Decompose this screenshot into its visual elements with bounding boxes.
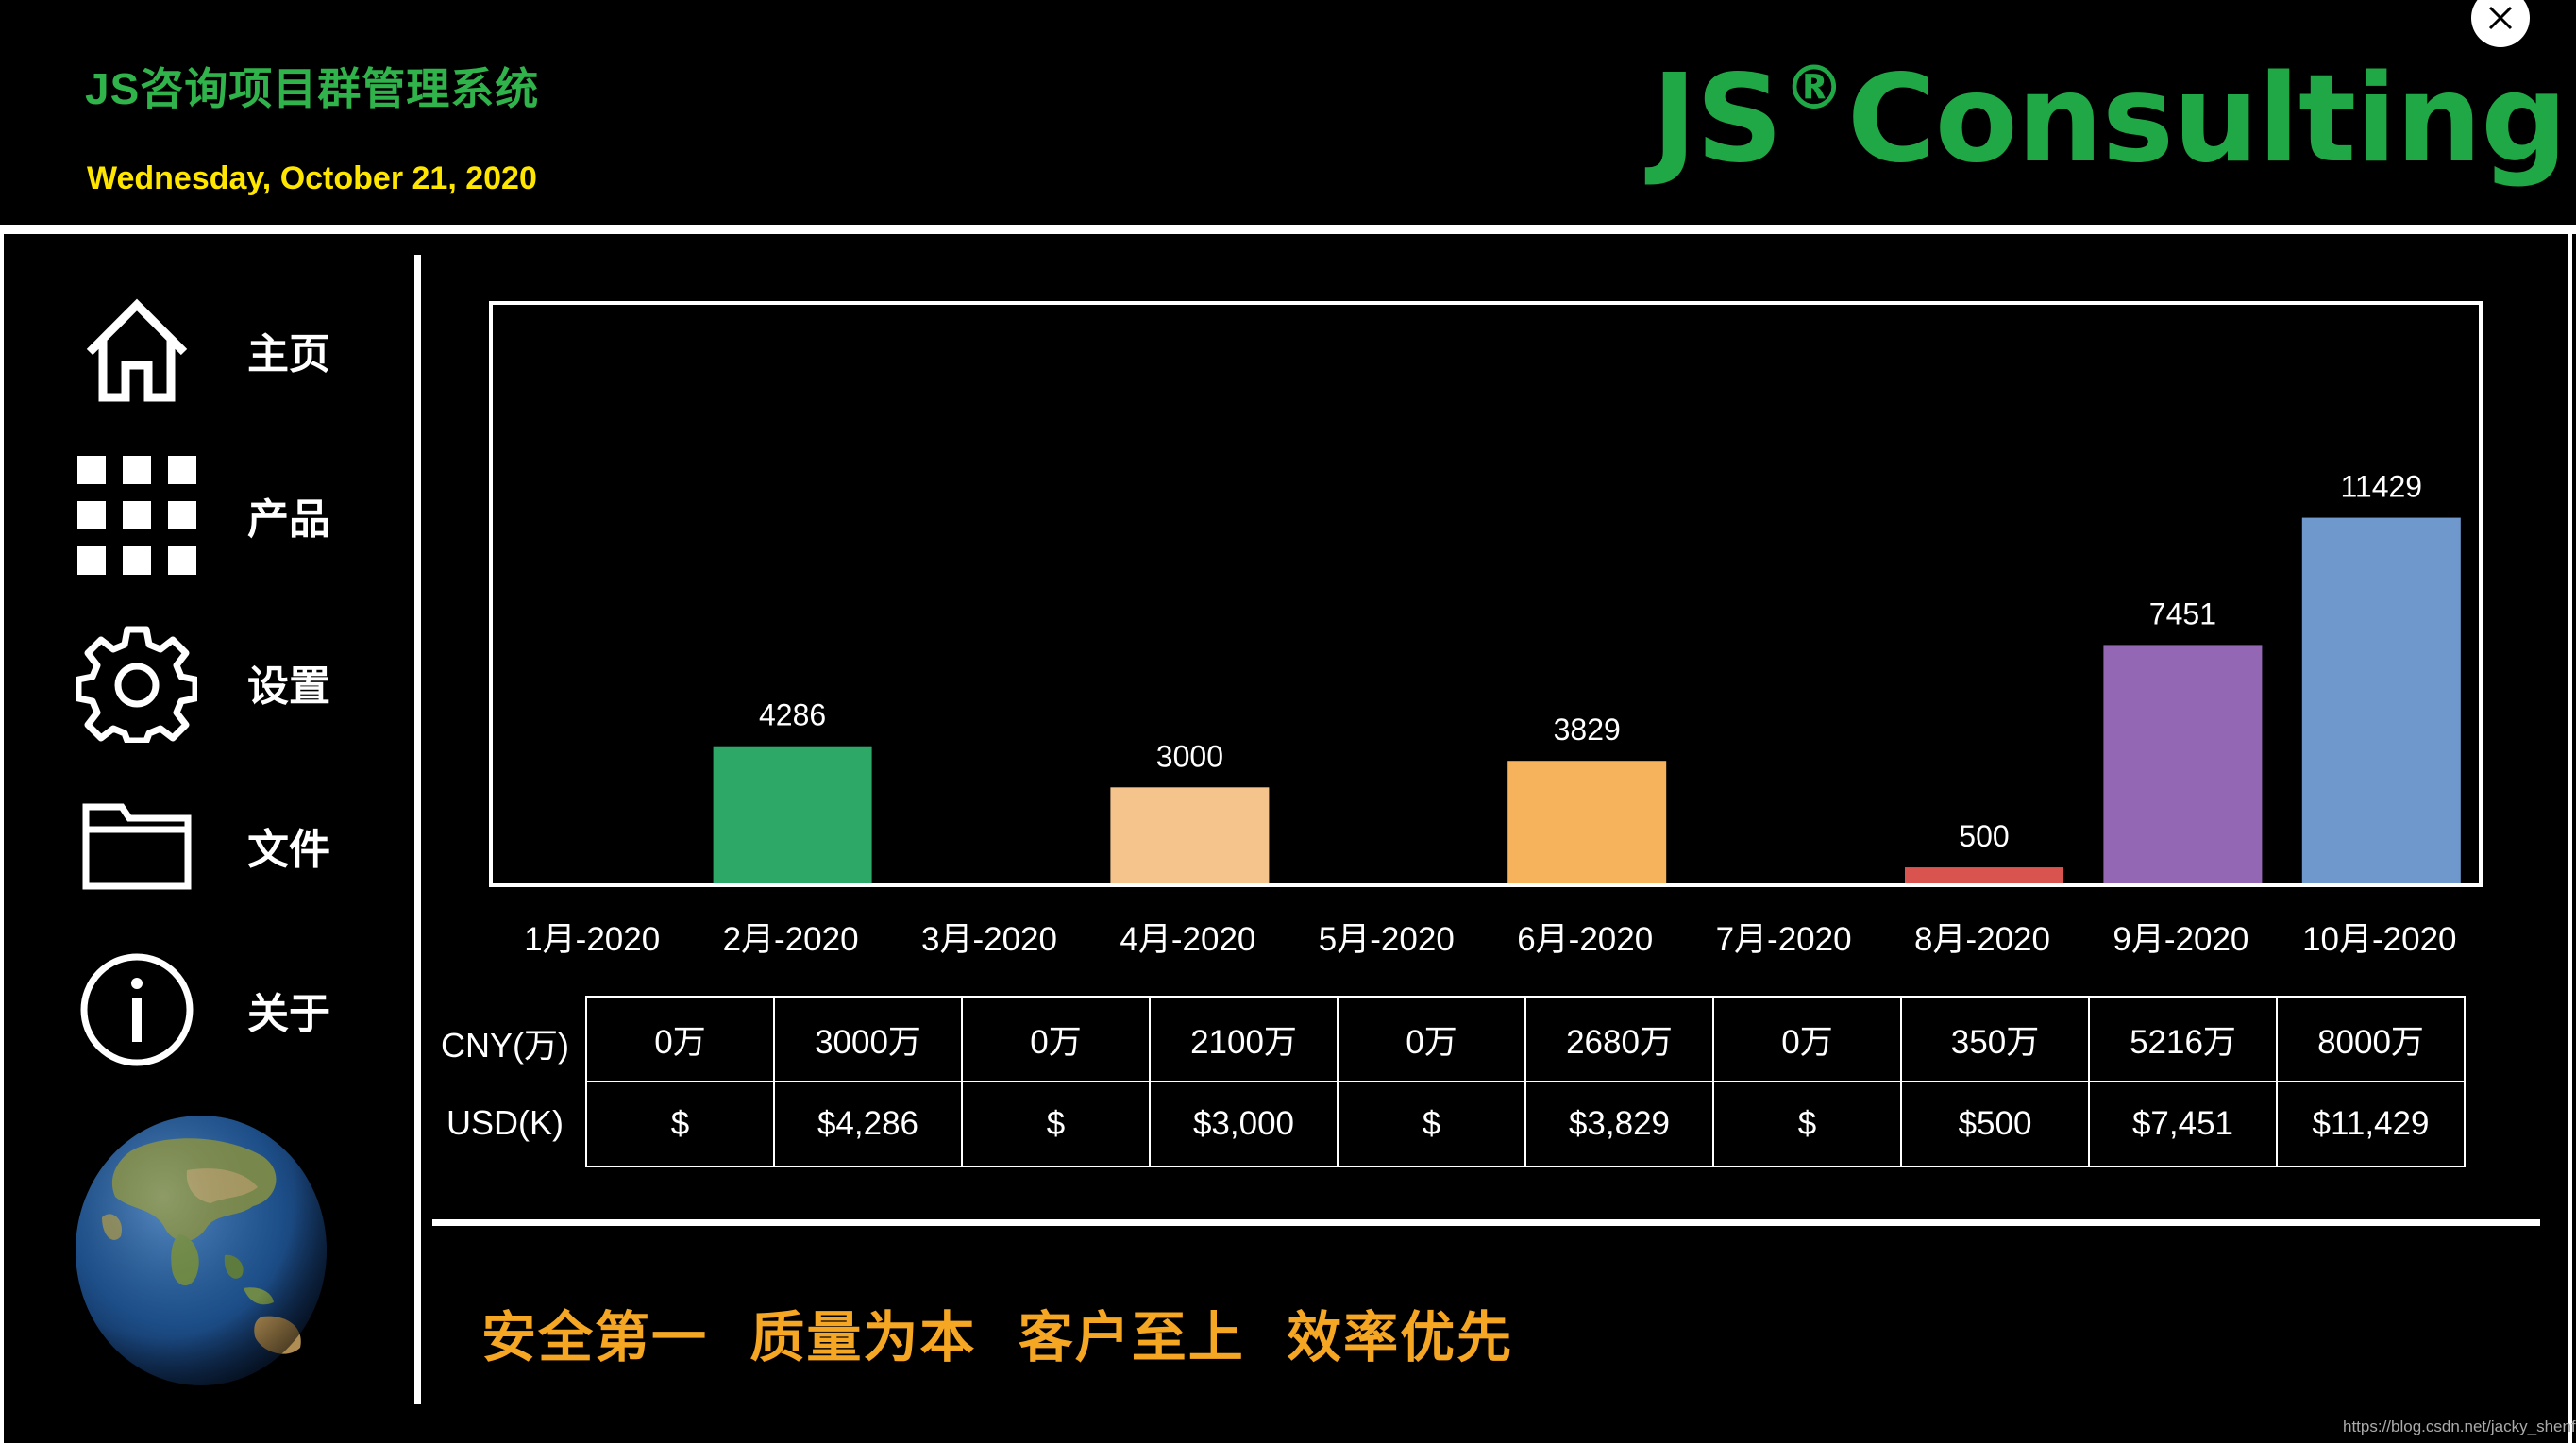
globe-icon (74, 1114, 328, 1387)
gear-icon (76, 621, 198, 744)
bar-value-label: 3829 (1554, 713, 1621, 747)
bar-chart: 4286 3000 3829 500 7451 11429 1月-2020 2月-2020 3… (489, 301, 2483, 958)
frame-border-right (2568, 234, 2572, 1443)
table-cell: $500 (1900, 1081, 2090, 1167)
current-date: Wednesday, October 21, 2020 (87, 160, 537, 196)
sidebar: 主页 产品 (0, 234, 415, 1443)
table-cell: 0万 (585, 996, 775, 1082)
chart-bar (2301, 517, 2461, 883)
chart-plot-frame (489, 301, 2483, 887)
bar-value-label: 4286 (759, 698, 826, 732)
table-cell: $3,829 (1524, 1081, 1714, 1167)
x-tick-label: 10月-2020 (2302, 921, 2456, 958)
sidebar-item-about[interactable]: 关于 (76, 944, 387, 1076)
x-tick-label: 9月-2020 (2113, 921, 2248, 958)
sidebar-item-label: 产品 (247, 495, 330, 544)
table-cell: 2680万 (1524, 996, 1714, 1082)
close-icon (2488, 6, 2513, 30)
x-tick-label: 4月-2020 (1120, 921, 1255, 958)
sidebar-item-label: 设置 (247, 663, 330, 711)
table-cell: 0万 (961, 996, 1151, 1082)
table-cell: 350万 (1900, 996, 2090, 1082)
bar-value-label: 500 (1959, 819, 2009, 853)
logo-text-consulting: Consulting (1846, 49, 2568, 190)
table-cell: $ (961, 1081, 1151, 1167)
sidebar-item-settings[interactable]: 设置 (76, 616, 387, 748)
chart-bar (1905, 867, 2063, 883)
content-divider (432, 1219, 2540, 1226)
chart-bar (713, 746, 872, 883)
sidebar-item-products[interactable]: 产品 (76, 449, 387, 581)
x-tick-label: 3月-2020 (921, 921, 1057, 958)
watermark: https://blog.csdn.net/jacky_shenfh (2343, 1418, 2576, 1435)
bar-value-label: 3000 (1156, 739, 1223, 773)
bar-value-label: 7451 (2149, 596, 2216, 630)
table-cell: 8000万 (2276, 996, 2466, 1082)
grid-icon (76, 454, 198, 577)
close-button[interactable] (2471, 0, 2530, 47)
sidebar-divider (414, 255, 421, 1404)
table-row-header: CNY(万) (441, 1026, 569, 1065)
table-cell: 5216万 (2088, 996, 2278, 1082)
x-tick-label: 8月-2020 (1914, 921, 2050, 958)
chart-bar (1110, 787, 1270, 883)
table-cell: 2100万 (1149, 996, 1339, 1082)
x-tick-label: 5月-2020 (1319, 921, 1455, 958)
sidebar-item-label: 文件 (247, 826, 330, 874)
info-icon (76, 948, 198, 1071)
sidebar-item-files[interactable]: 文件 (76, 780, 387, 912)
x-tick-label: 1月-2020 (524, 921, 660, 958)
table-cell: 3000万 (773, 996, 963, 1082)
logo-text: JS (1652, 49, 1783, 190)
x-tick-label: 6月-2020 (1517, 921, 1653, 958)
table-cell: $ (1712, 1081, 1902, 1167)
frame-border-left (0, 0, 4, 1443)
table-cell: $7,451 (2088, 1081, 2278, 1167)
sidebar-item-label: 主页 (247, 330, 330, 378)
sidebar-item-home[interactable]: 主页 (76, 284, 387, 416)
chart-bar (2103, 645, 2263, 883)
header-divider (0, 225, 2576, 234)
table-cell: 0万 (1712, 996, 1902, 1082)
home-icon (76, 289, 198, 411)
bar-value-label: 11429 (2340, 470, 2422, 504)
app-title: JS咨询项目群管理系统 (85, 64, 540, 113)
table-row-header: USD(K) (446, 1103, 564, 1142)
table-cell: $ (1337, 1081, 1526, 1167)
chart-bar (1507, 761, 1667, 883)
company-slogan: 安全第一 质量为本 客户至上 效率优先 (481, 1305, 1514, 1369)
logo-registered-mark: ® (1783, 54, 1844, 124)
header: JS咨询项目群管理系统 Wednesday, October 21, 2020 … (0, 0, 2576, 225)
folder-icon (76, 784, 198, 907)
table-cell: $11,429 (2276, 1081, 2466, 1167)
x-tick-label: 2月-2020 (723, 921, 859, 958)
sidebar-item-label: 关于 (247, 990, 330, 1038)
table-cell: $4,286 (773, 1081, 963, 1167)
table-cell: $ (585, 1081, 775, 1167)
table-cell: 0万 (1337, 996, 1526, 1082)
table-cell: $3,000 (1149, 1081, 1339, 1167)
company-logo: JS®Consulting (1652, 47, 2568, 193)
x-tick-label: 7月-2020 (1716, 921, 1852, 958)
